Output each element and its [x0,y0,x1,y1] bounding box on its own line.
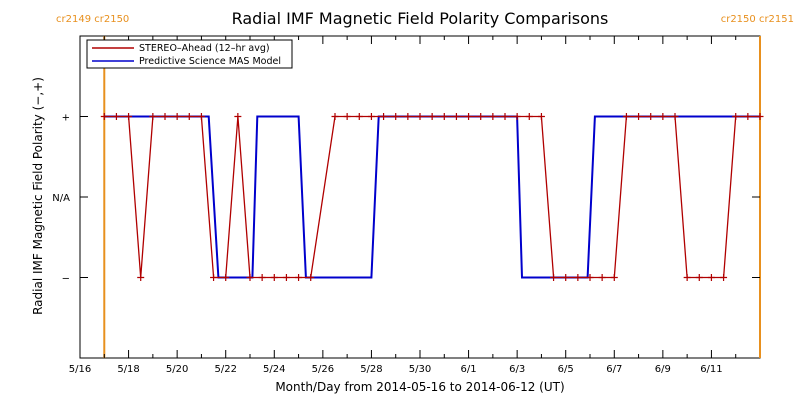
data-point-stereo-37 [562,274,570,281]
y-tick-label-1: N/A [52,193,70,204]
x-axis-label: Month/Day from 2014-05-16 to 2014-06-12 … [275,380,564,394]
x-tick-label-10: 6/5 [558,364,574,375]
data-point-stereo-1 [112,113,120,120]
data-point-stereo-9 [210,274,218,281]
x-tick-label-7: 5/30 [409,364,431,375]
x-tick-label-2: 5/20 [166,364,188,375]
x-tick-label-9: 6/3 [509,364,525,375]
x-tick-label-1: 5/18 [117,364,139,375]
x-tick-label-12: 6/9 [655,364,671,375]
data-point-stereo-29 [465,113,473,120]
x-tick-label-0: 5/16 [69,364,91,375]
x-tick-label-4: 5/24 [263,364,285,375]
data-point-stereo-47 [683,274,691,281]
data-point-stereo-40 [598,274,606,281]
plot-frame [79,35,761,359]
carrington-label-1: cr2150 cr2151 [721,14,794,25]
data-point-stereo-27 [440,113,448,120]
data-point-stereo-2 [125,113,133,120]
data-point-stereo-12 [246,274,254,281]
x-tick-label-3: 5/22 [214,364,236,375]
data-point-stereo-0 [100,113,108,120]
x-tick-label-6: 5/28 [360,364,382,375]
data-point-stereo-6 [173,113,181,120]
data-point-stereo-46 [671,113,679,120]
data-point-stereo-44 [647,113,655,120]
data-point-stereo-17 [307,274,315,281]
data-point-stereo-25 [416,113,424,120]
data-point-stereo-45 [659,113,667,120]
data-point-stereo-38 [574,274,582,281]
y-tick-label-0: + [62,113,70,124]
data-point-stereo-14 [270,274,278,281]
data-point-stereo-53 [756,113,764,120]
data-point-stereo-10 [222,274,230,281]
data-point-stereo-32 [501,113,509,120]
data-point-stereo-5 [161,113,169,120]
data-point-stereo-13 [258,274,266,281]
data-point-stereo-48 [695,274,703,281]
data-point-stereo-3 [137,274,145,281]
data-point-stereo-16 [295,274,303,281]
y-tick-label-2: − [62,274,70,285]
data-point-stereo-30 [477,113,485,120]
data-point-stereo-26 [428,113,436,120]
data-point-stereo-15 [282,274,290,281]
data-point-stereo-22 [380,113,388,120]
x-tick-label-5: 5/26 [312,364,334,375]
data-point-stereo-35 [537,113,545,120]
data-point-stereo-50 [720,274,728,281]
data-point-stereo-49 [707,274,715,281]
data-point-stereo-23 [392,113,400,120]
data-point-stereo-24 [404,113,412,120]
y-axis-label: Radial IMF Magnetic Field Polarity (−,+) [31,77,45,315]
data-point-stereo-36 [550,274,558,281]
data-point-stereo-39 [586,274,594,281]
data-point-stereo-33 [513,113,521,120]
legend-box [86,39,293,69]
data-point-stereo-19 [343,113,351,120]
legend-label-stereo: STEREO–Ahead (12–hr avg) [139,43,270,54]
data-point-stereo-52 [744,113,752,120]
x-tick-label-11: 6/7 [606,364,622,375]
carrington-label-0: cr2149 cr2150 [56,14,129,25]
data-point-stereo-8 [197,113,205,120]
x-tick-label-8: 6/1 [461,364,477,375]
data-point-stereo-18 [331,113,339,120]
data-point-stereo-4 [149,113,157,120]
data-point-stereo-43 [635,113,643,120]
legend-label-model: Predictive Science MAS Model [139,56,281,67]
data-point-stereo-42 [622,113,630,120]
data-point-stereo-20 [355,113,363,120]
x-tick-label-13: 6/11 [700,364,722,375]
legend: STEREO–Ahead (12–hr avg) Predictive Scie… [86,39,293,69]
series-line-stereo-ahead [104,115,760,279]
data-point-stereo-21 [367,113,375,120]
data-point-stereo-7 [185,113,193,120]
chart-title: Radial IMF Magnetic Field Polarity Compa… [232,9,609,28]
data-point-stereo-41 [610,274,618,281]
data-point-stereo-34 [525,113,533,120]
data-point-stereo-11 [234,113,242,120]
data-point-stereo-28 [452,113,460,120]
data-point-stereo-31 [489,113,497,120]
data-point-stereo-51 [732,113,740,120]
